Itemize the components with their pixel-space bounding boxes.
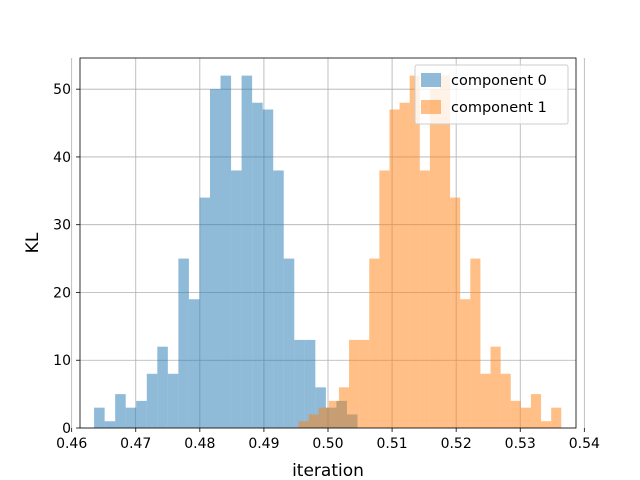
histogram-bar-component-0 — [273, 170, 284, 428]
histogram-bar-component-0 — [94, 407, 105, 428]
y-tick-label: 50 — [53, 82, 71, 98]
histogram-bar-component-1 — [308, 414, 319, 428]
legend-swatch-component-1 — [421, 100, 441, 114]
histogram-bar-component-1 — [328, 400, 339, 428]
histogram-bar-component-1 — [490, 346, 501, 428]
x-tick-label: 0.50 — [312, 436, 343, 452]
histogram-bar-component-0 — [283, 258, 295, 428]
y-tick-label: 20 — [53, 285, 71, 301]
histogram-bar-component-1 — [510, 400, 521, 428]
x-tick-label: 0.53 — [505, 436, 536, 452]
histogram-bars — [94, 75, 562, 429]
histogram-bar-component-0 — [104, 421, 116, 428]
x-tick-label: 0.52 — [441, 436, 472, 452]
histogram-bar-component-1 — [541, 421, 552, 428]
x-tick-label: 0.47 — [120, 436, 151, 452]
histogram-bar-component-1 — [318, 407, 329, 428]
legend-label-component-0: component 0 — [451, 73, 547, 89]
histogram-bar-component-0 — [304, 339, 316, 428]
histogram-bar-component-0 — [262, 109, 274, 428]
histogram-bar-component-1 — [500, 373, 511, 428]
histogram-bar-component-0 — [178, 258, 189, 428]
x-tick-label: 0.48 — [184, 436, 215, 452]
y-tick-label: 30 — [53, 218, 71, 234]
legend-label-component-1: component 1 — [451, 100, 547, 116]
x-tick-label: 0.46 — [56, 436, 87, 452]
histogram-bar-component-0 — [241, 75, 253, 428]
legend: component 0 component 1 — [414, 64, 569, 125]
y-axis-label: KL — [23, 232, 43, 253]
histogram-bar-component-1 — [470, 258, 481, 428]
x-tick-label: 0.49 — [248, 436, 279, 452]
legend-swatch-component-0 — [421, 73, 441, 87]
histogram-bar-component-1 — [480, 373, 491, 428]
y-tick-label: 40 — [53, 150, 71, 166]
x-axis-label: iteration — [292, 461, 364, 480]
histogram-bar-component-0 — [188, 299, 200, 428]
legend-box — [414, 64, 569, 125]
histogram-bar-component-0 — [209, 89, 221, 429]
histogram-bar-component-0 — [252, 102, 263, 428]
histogram-bar-component-1 — [429, 89, 440, 429]
histogram-bar-component-1 — [439, 75, 451, 428]
histogram-bar-component-1 — [530, 394, 542, 428]
histogram-bar-component-1 — [409, 75, 420, 428]
histogram-bar-component-0 — [136, 400, 147, 428]
histogram-bar-component-0 — [167, 373, 179, 428]
histogram-bar-component-0 — [115, 394, 126, 428]
histogram-bar-component-0 — [146, 373, 158, 428]
histogram-bar-component-0 — [199, 197, 210, 428]
histogram-bar-component-0 — [231, 170, 242, 428]
histogram-bar-component-1 — [419, 170, 430, 428]
histogram-bar-component-0 — [157, 346, 168, 428]
histogram-bar-component-1 — [520, 407, 531, 428]
histogram-bar-component-0 — [220, 75, 232, 428]
histogram-bar-component-1 — [298, 421, 309, 428]
x-tick-label: 0.51 — [376, 436, 407, 452]
histogram-bar-component-1 — [450, 197, 461, 428]
axis-ticks: 0.46 0.47 0.48 0.49 0.50 0.51 0.52 0.53 0.54 0 10 2… — [53, 82, 600, 452]
histogram-bar-component-0 — [125, 407, 137, 428]
histogram-bar-component-1 — [389, 109, 400, 428]
histogram-bar-component-1 — [359, 339, 370, 428]
histogram-bar-component-1 — [399, 102, 410, 428]
histogram-bar-component-1 — [349, 339, 360, 428]
histogram-bar-component-1 — [338, 387, 350, 428]
y-tick-label: 10 — [53, 353, 71, 369]
x-tick-label: 0.54 — [569, 436, 600, 452]
histogram-bar-component-0 — [294, 339, 305, 428]
histogram-bar-component-1 — [369, 258, 380, 428]
histogram-bar-component-1 — [551, 407, 562, 428]
histogram-bar-component-1 — [379, 170, 390, 428]
y-tick-label: 0 — [62, 421, 71, 437]
histogram-bar-component-1 — [460, 299, 471, 428]
